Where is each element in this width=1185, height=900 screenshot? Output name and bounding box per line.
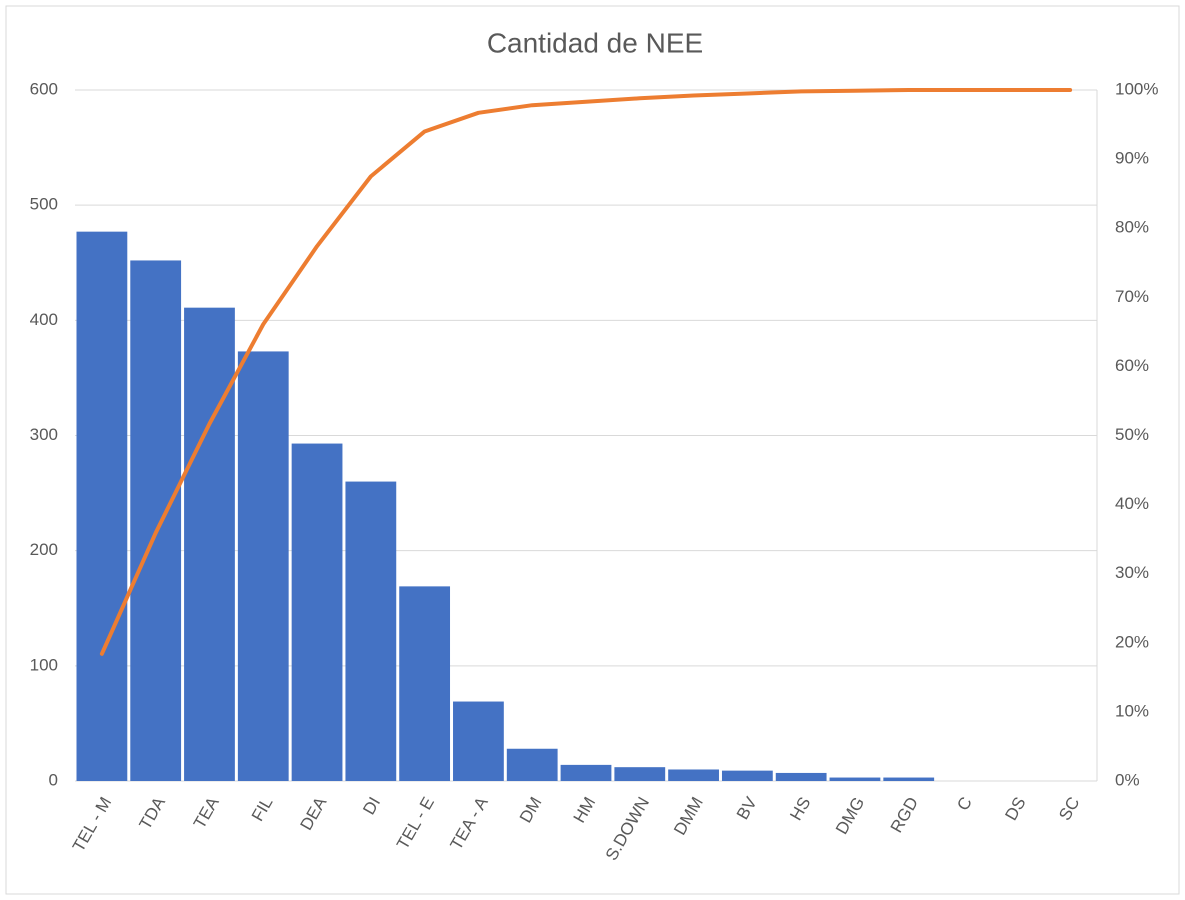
y-tick-label: 500 <box>30 195 58 214</box>
y2-tick-label: 100% <box>1115 79 1158 98</box>
y-tick-label: 100 <box>30 655 58 674</box>
bar <box>291 443 343 781</box>
y2-tick-label: 70% <box>1115 287 1149 306</box>
bar <box>721 770 773 781</box>
y-tick-label: 0 <box>49 770 58 789</box>
y2-tick-label: 10% <box>1115 701 1149 720</box>
y2-tick-label: 90% <box>1115 149 1149 168</box>
bar <box>76 231 128 781</box>
bar <box>883 777 935 781</box>
y-tick-label: 400 <box>30 310 58 329</box>
y2-tick-label: 60% <box>1115 356 1149 375</box>
bar <box>399 586 451 781</box>
y2-tick-label: 20% <box>1115 632 1149 651</box>
y2-tick-label: 0% <box>1115 770 1140 789</box>
bar <box>345 481 397 781</box>
bar <box>184 307 235 781</box>
cumulative-line <box>99 88 1073 656</box>
bar <box>668 769 719 781</box>
bar <box>560 764 612 781</box>
y-tick-label: 300 <box>30 425 58 444</box>
chart-border <box>5 5 1180 895</box>
y-tick-label: 200 <box>30 540 58 559</box>
y2-tick-label: 80% <box>1115 218 1149 237</box>
y-tick-label: 600 <box>30 79 58 98</box>
bar <box>130 260 182 781</box>
bar <box>506 748 558 781</box>
bar <box>614 767 666 781</box>
bar <box>237 351 289 781</box>
chart-title: Cantidad de NEE <box>487 27 703 58</box>
bar <box>829 777 881 781</box>
y2-tick-label: 40% <box>1115 494 1149 513</box>
y2-tick-label: 30% <box>1115 563 1149 582</box>
bar <box>453 701 504 781</box>
bar <box>775 772 827 781</box>
y2-tick-label: 50% <box>1115 425 1149 444</box>
